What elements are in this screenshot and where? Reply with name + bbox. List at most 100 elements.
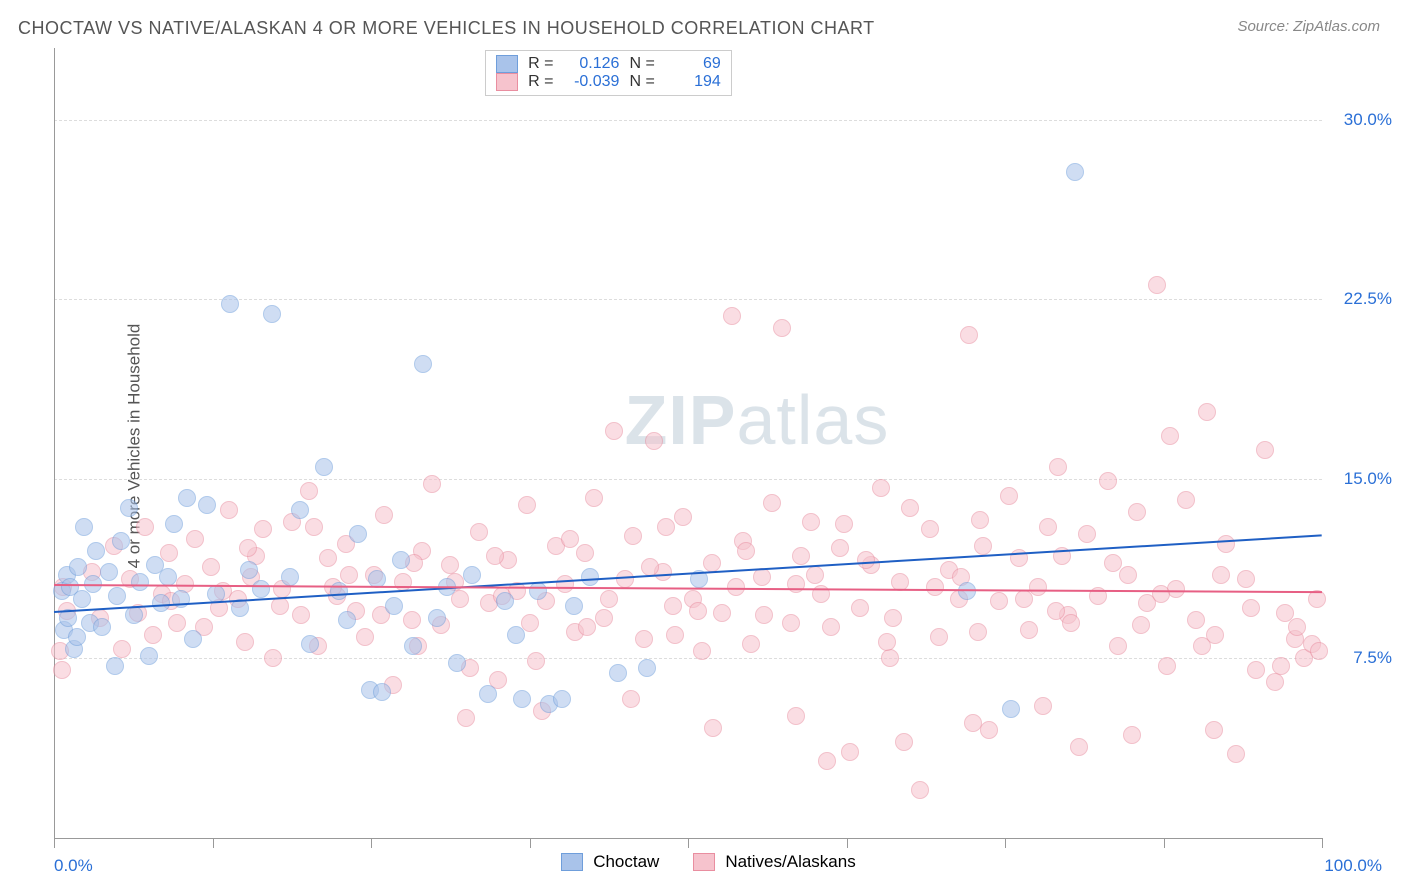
legend-row: R =-0.039N =194 [496, 73, 721, 91]
data-point [457, 709, 475, 727]
legend-row: R = 0.126 N = 69 [496, 55, 721, 73]
data-point [1070, 738, 1088, 756]
data-point [106, 657, 124, 675]
data-point [1237, 570, 1255, 588]
data-point [1002, 700, 1020, 718]
legend-swatch [496, 73, 518, 91]
legend-n-value: 69 [665, 55, 721, 73]
data-point [340, 566, 358, 584]
data-point [136, 518, 154, 536]
data-point [1217, 535, 1235, 553]
data-point [958, 582, 976, 600]
data-point [144, 626, 162, 644]
data-point [1099, 472, 1117, 490]
data-point [723, 307, 741, 325]
data-point [428, 609, 446, 627]
data-point [1119, 566, 1137, 584]
data-point [565, 597, 583, 615]
data-point [527, 652, 545, 670]
data-point [782, 614, 800, 632]
data-point [220, 501, 238, 519]
data-point [202, 558, 220, 576]
data-point [221, 295, 239, 313]
data-point [1266, 673, 1284, 691]
data-point [1187, 611, 1205, 629]
data-point [576, 544, 594, 562]
data-point [281, 568, 299, 586]
data-point [113, 640, 131, 658]
x-tick [530, 838, 531, 848]
data-point [338, 611, 356, 629]
data-point [319, 549, 337, 567]
data-point [1247, 661, 1265, 679]
data-point [349, 525, 367, 543]
data-point [291, 501, 309, 519]
data-point [1066, 163, 1084, 181]
data-point [674, 508, 692, 526]
series-legend: ChoctawNatives/Alaskans [561, 852, 880, 872]
data-point [737, 542, 755, 560]
data-point [1158, 657, 1176, 675]
data-point [595, 609, 613, 627]
data-point [301, 635, 319, 653]
data-point [773, 319, 791, 337]
data-point [742, 635, 760, 653]
data-point [561, 530, 579, 548]
source-label: Source: ZipAtlas.com [1237, 18, 1380, 35]
legend-r-label: R = [528, 55, 553, 73]
data-point [787, 575, 805, 593]
data-point [704, 719, 722, 737]
legend-r-value: 0.126 [563, 55, 619, 73]
data-point [264, 649, 282, 667]
legend-n-label: N = [629, 55, 654, 73]
data-point [448, 654, 466, 672]
data-point [300, 482, 318, 500]
data-point [693, 642, 711, 660]
chart-title: CHOCTAW VS NATIVE/ALASKAN 4 OR MORE VEHI… [18, 18, 875, 39]
data-point [252, 580, 270, 598]
data-point [622, 690, 640, 708]
data-point [441, 556, 459, 574]
data-point [578, 618, 596, 636]
data-point [184, 630, 202, 648]
data-point [1078, 525, 1096, 543]
data-point [969, 623, 987, 641]
data-point [926, 578, 944, 596]
data-point [763, 494, 781, 512]
data-point [645, 432, 663, 450]
x-tick [371, 838, 372, 848]
data-point [872, 479, 890, 497]
data-point [507, 626, 525, 644]
data-point [1256, 441, 1274, 459]
data-point [73, 590, 91, 608]
data-point [529, 582, 547, 600]
data-point [414, 355, 432, 373]
data-point [857, 551, 875, 569]
data-point [356, 628, 374, 646]
data-point [375, 506, 393, 524]
data-point [479, 685, 497, 703]
x-tick [1164, 838, 1165, 848]
data-point [186, 530, 204, 548]
data-point [69, 558, 87, 576]
data-point [713, 604, 731, 622]
data-point [1132, 616, 1150, 634]
data-point [616, 570, 634, 588]
data-point [1104, 554, 1122, 572]
data-point [112, 532, 130, 550]
data-point [385, 597, 403, 615]
data-point [556, 575, 574, 593]
data-point [100, 563, 118, 581]
y-tick-label: 30.0% [1344, 110, 1392, 130]
gridline [54, 479, 1322, 480]
data-point [470, 523, 488, 541]
legend-label: Choctaw [593, 852, 659, 872]
legend-swatch [693, 853, 715, 871]
data-point [403, 611, 421, 629]
legend-n-value: 194 [665, 73, 721, 91]
data-point [1177, 491, 1195, 509]
data-point [1015, 590, 1033, 608]
data-point [689, 602, 707, 620]
data-point [1212, 566, 1230, 584]
data-point [1193, 637, 1211, 655]
